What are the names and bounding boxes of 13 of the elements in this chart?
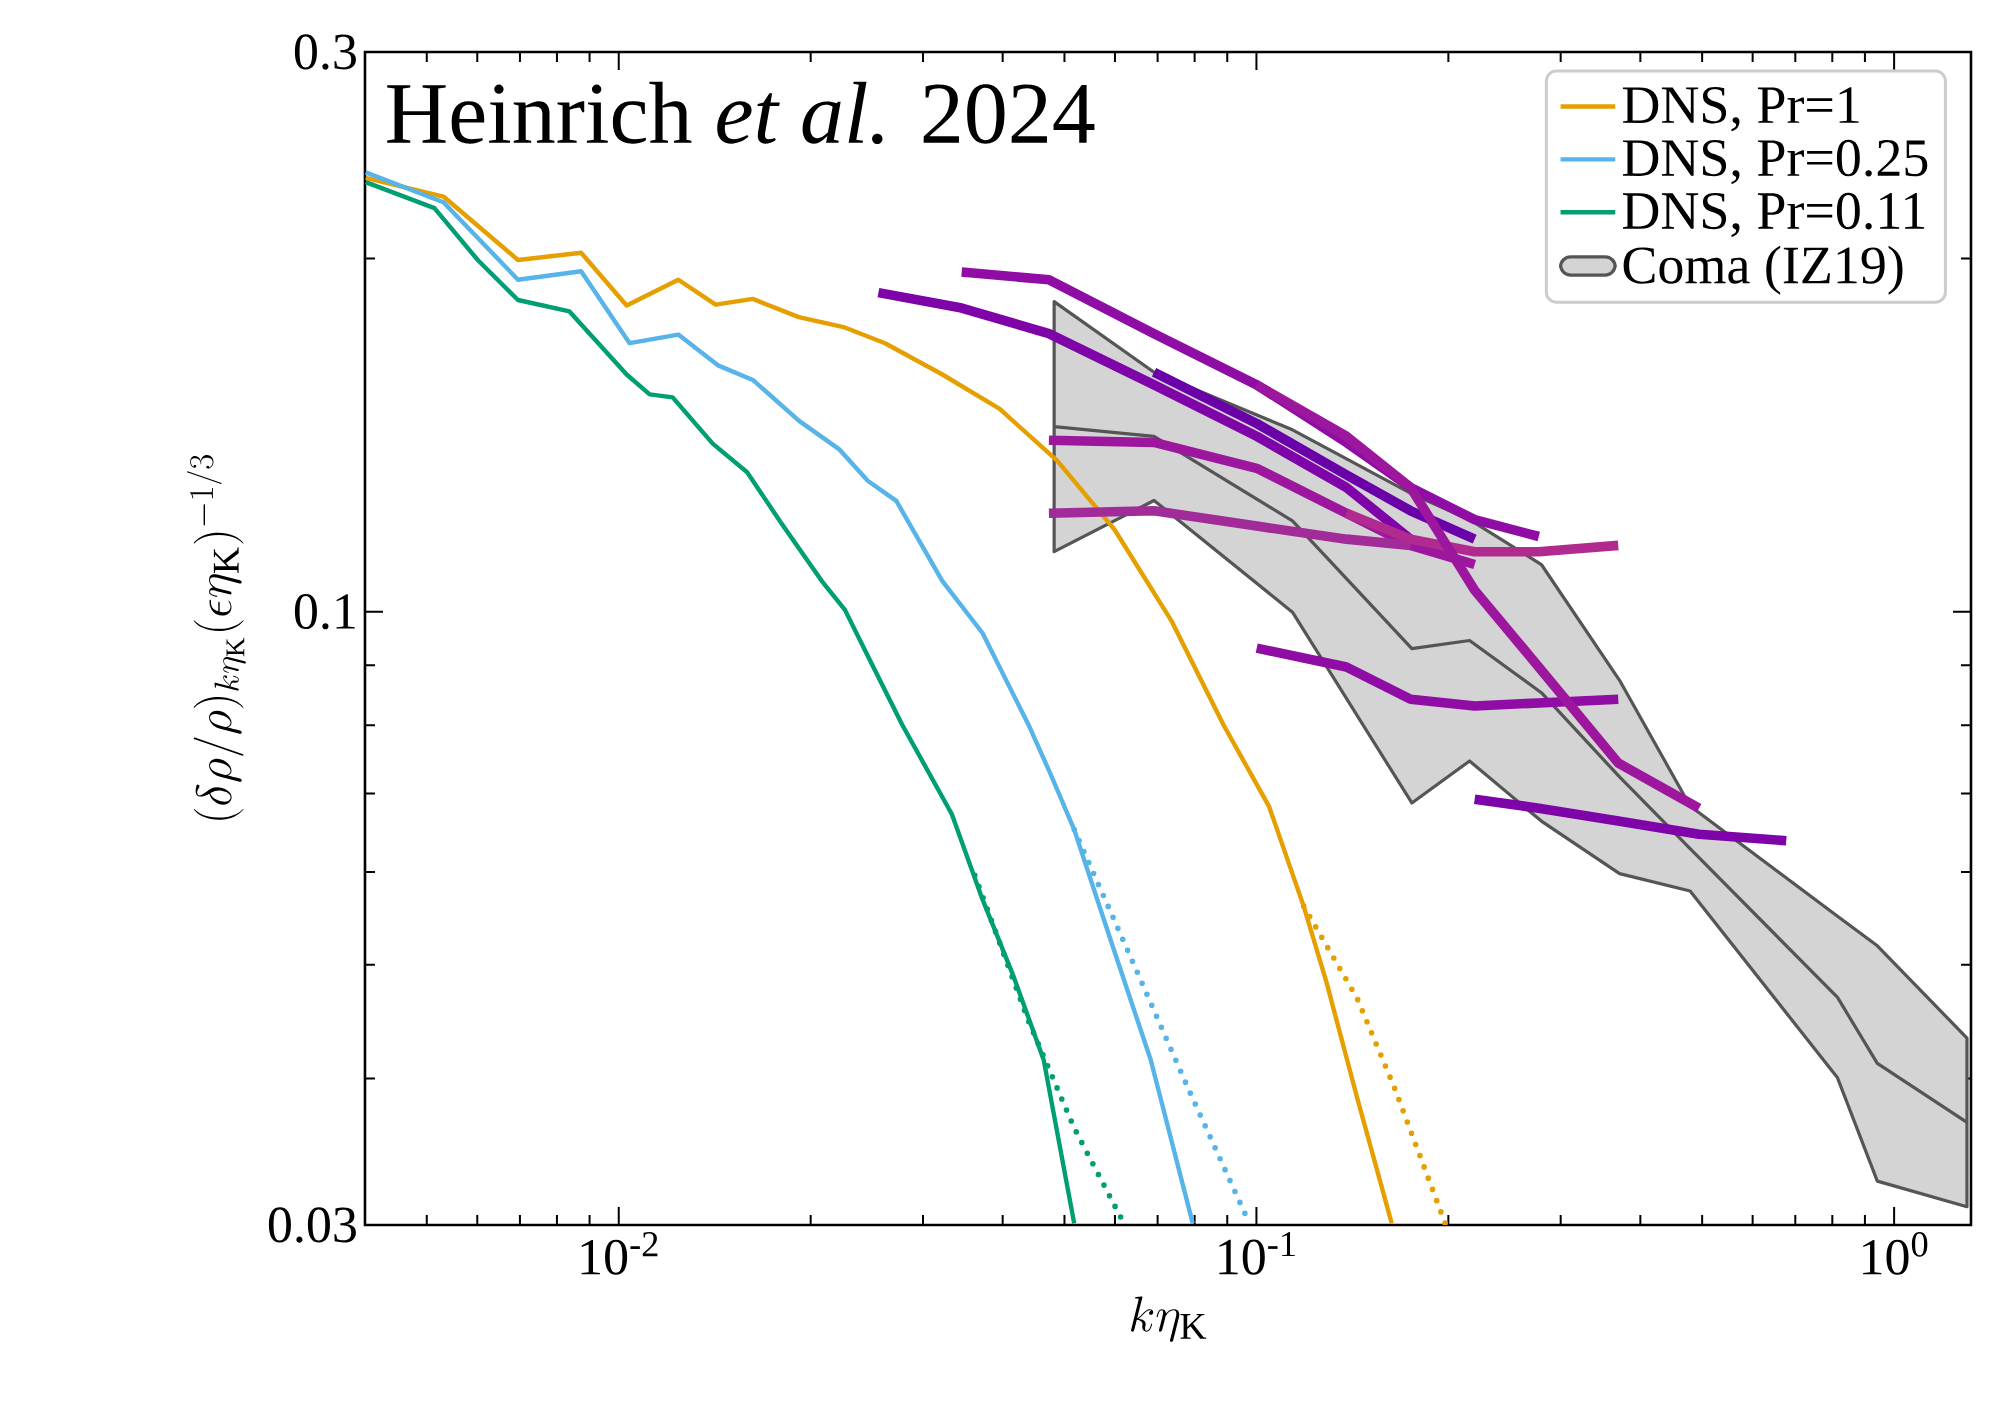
y-tick-label: 0.3 <box>294 34 356 70</box>
y-tick-label: 0.1 <box>294 594 355 630</box>
x-tick-label: 10$^{-1}$ <box>1219 1232 1295 1275</box>
annotation: Heinrich et al. 2024 <box>387 81 1095 145</box>
legend-label: Coma (IZ19) <box>1623 245 1903 295</box>
x-tick-label: 10$^{0}$ <box>1863 1232 1928 1275</box>
legend-label: DNS, Pr=1 <box>1622 87 1859 132</box>
x-tick-label: 10$^{-2}$ <box>581 1232 658 1275</box>
y-tick-label: 0.03 <box>268 1207 356 1243</box>
x-axis-title: $k\eta_\mathrm{K}$ <box>1131 1296 1207 1342</box>
y-axis-title: $(\delta\rho/\rho)_{k\eta_\mathrm{K}}(\epsilon\eta_\mathrm{K})^{-1/3}$ <box>187 455 246 820</box>
legend-label: DNS, Pr=0.11 <box>1622 192 1925 238</box>
legend-label: DNS, Pr=0.25 <box>1622 139 1928 185</box>
